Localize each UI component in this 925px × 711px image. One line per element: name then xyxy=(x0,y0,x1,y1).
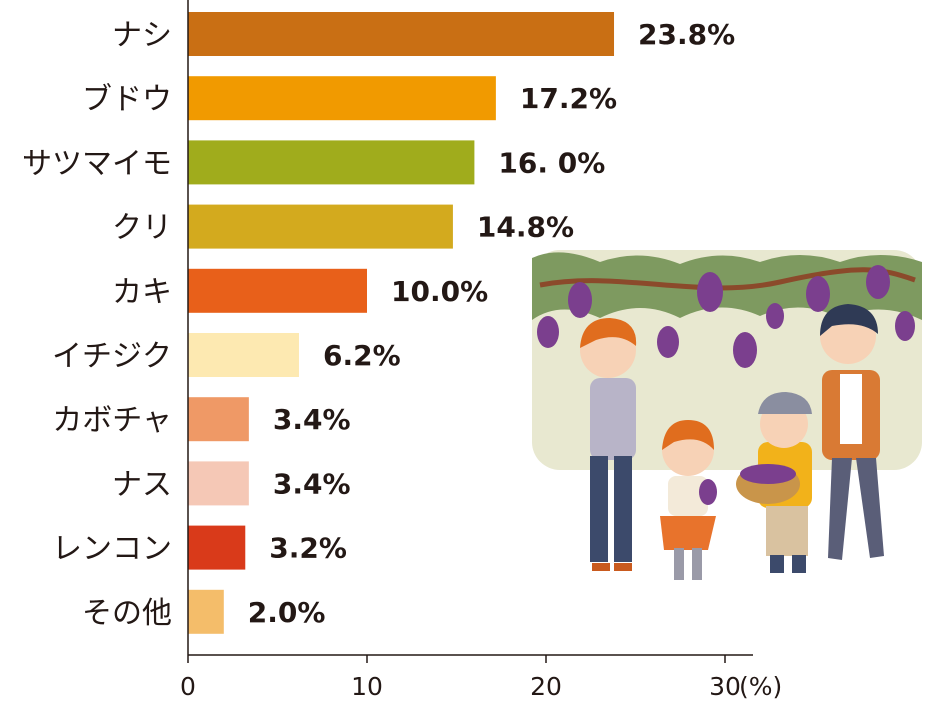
value-label: 3.2% xyxy=(269,532,347,565)
bar-4 xyxy=(188,268,367,313)
father-figure xyxy=(820,304,884,560)
value-labels: 23.8% 17.2% 16. 0% 14.8% 10.0% 6.2% 3.4% 3.4% 3.… xyxy=(248,18,735,629)
value-label: 3.4% xyxy=(273,467,351,500)
bar-9 xyxy=(188,589,224,634)
category-label: サツマイモ xyxy=(22,146,172,181)
boy-figure xyxy=(736,392,812,573)
value-label: 16. 0% xyxy=(498,146,605,179)
category-label: イチジク xyxy=(52,339,172,374)
category-label: ナス xyxy=(112,467,172,502)
bar-7 xyxy=(188,461,249,506)
category-label: レンコン xyxy=(52,532,172,567)
bar-1 xyxy=(188,76,496,121)
bar-8 xyxy=(188,525,246,570)
grape-picking-illustration xyxy=(532,250,922,580)
x-tick-label: 10 xyxy=(351,672,383,701)
bar-2 xyxy=(188,140,475,185)
value-label: 14.8% xyxy=(477,211,574,244)
x-axis-unit: (%) xyxy=(739,672,782,701)
value-label: 17.2% xyxy=(520,82,617,115)
x-tick-label: 0 xyxy=(180,672,196,701)
bar-3 xyxy=(188,204,453,249)
category-label: クリ xyxy=(112,211,172,246)
value-label: 2.0% xyxy=(248,596,326,629)
bars-layer xyxy=(188,12,615,634)
mother-figure xyxy=(580,318,637,571)
x-axis: 0 10 20 30 (%) xyxy=(180,0,782,701)
x-tick-label: 20 xyxy=(530,672,562,701)
value-label: 10.0% xyxy=(391,275,488,308)
category-label: ブドウ xyxy=(82,82,172,117)
value-label: 3.4% xyxy=(273,403,351,436)
category-label: ナシ xyxy=(112,18,172,53)
value-label: 23.8% xyxy=(638,18,735,51)
bar-0 xyxy=(188,12,615,56)
category-label: カボチャ xyxy=(52,403,172,438)
category-label: カキ xyxy=(112,275,172,310)
girl-figure xyxy=(660,420,717,580)
category-label: その他 xyxy=(82,596,172,631)
x-tick-label: 30 xyxy=(709,672,741,701)
value-label: 6.2% xyxy=(323,339,401,372)
grape-cluster xyxy=(537,265,915,368)
bar-5 xyxy=(188,333,299,377)
x-ticks: 0 10 20 30 xyxy=(180,655,741,701)
bar-6 xyxy=(188,397,249,442)
